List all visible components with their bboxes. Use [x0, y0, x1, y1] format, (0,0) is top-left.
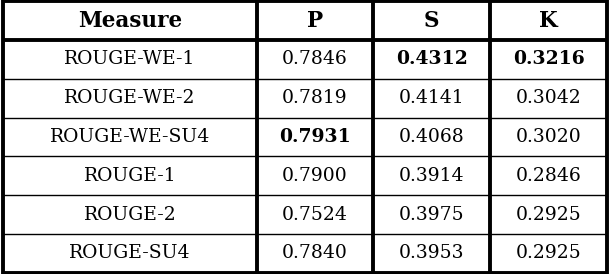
Text: K: K	[539, 10, 558, 32]
Text: Measure: Measure	[78, 10, 182, 32]
Text: S: S	[424, 10, 440, 32]
Text: 0.7900: 0.7900	[282, 167, 348, 185]
Text: 0.2925: 0.2925	[515, 206, 581, 224]
Text: ROUGE-WE-1: ROUGE-WE-1	[64, 50, 196, 68]
Text: ROUGE-1: ROUGE-1	[84, 167, 176, 185]
Text: 0.7846: 0.7846	[282, 50, 348, 68]
Text: ROUGE-SU4: ROUGE-SU4	[69, 244, 190, 262]
Text: 0.3953: 0.3953	[399, 244, 465, 262]
Text: 0.7524: 0.7524	[282, 206, 348, 224]
Text: ROUGE-WE-SU4: ROUGE-WE-SU4	[50, 128, 210, 146]
Text: 0.3042: 0.3042	[515, 89, 581, 107]
Text: 0.4312: 0.4312	[396, 50, 468, 68]
Text: 0.4141: 0.4141	[399, 89, 465, 107]
Text: 0.3975: 0.3975	[399, 206, 465, 224]
Text: 0.3020: 0.3020	[515, 128, 581, 146]
Text: ROUGE-WE-2: ROUGE-WE-2	[64, 89, 196, 107]
Text: 0.7931: 0.7931	[279, 128, 351, 146]
Text: 0.3216: 0.3216	[512, 50, 584, 68]
Text: 0.2846: 0.2846	[515, 167, 581, 185]
Text: 0.4068: 0.4068	[399, 128, 465, 146]
Text: 0.7840: 0.7840	[282, 244, 348, 262]
Text: 0.7819: 0.7819	[282, 89, 348, 107]
Text: 0.2925: 0.2925	[515, 244, 581, 262]
Text: ROUGE-2: ROUGE-2	[84, 206, 176, 224]
Text: 0.3914: 0.3914	[399, 167, 465, 185]
Text: P: P	[307, 10, 323, 32]
